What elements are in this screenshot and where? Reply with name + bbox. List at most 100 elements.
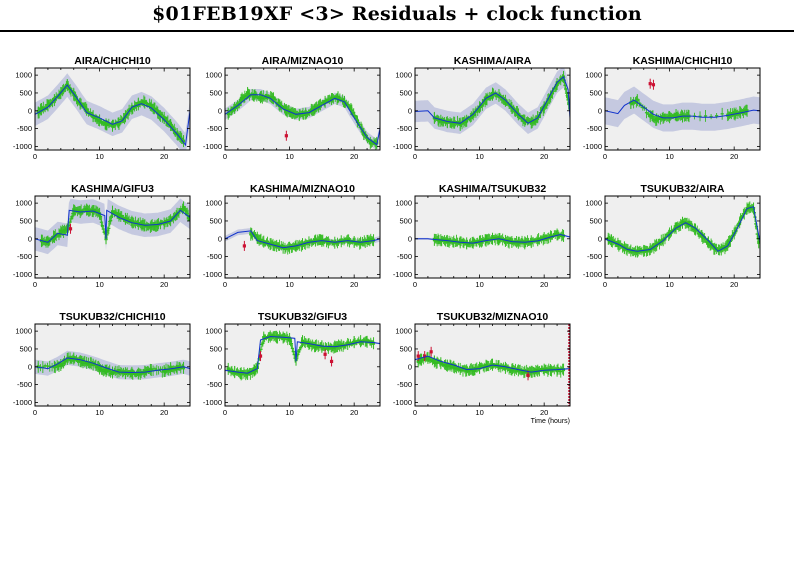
- y-tick-label: 500: [399, 344, 412, 353]
- residual-point: [123, 217, 127, 221]
- residual-point: [111, 210, 114, 214]
- y-tick-label: -1000: [583, 270, 602, 279]
- residual-point: [252, 94, 256, 98]
- clock-function-line: [415, 355, 570, 373]
- residual-point: [104, 122, 108, 126]
- residual-point: [365, 239, 369, 243]
- residual-point: [130, 220, 134, 224]
- residual-point: [249, 231, 253, 235]
- x-tick-label: 0: [33, 408, 37, 417]
- flagged-point: [651, 83, 656, 87]
- residual-point: [661, 238, 665, 242]
- residual-point: [104, 369, 108, 373]
- residual-point: [478, 105, 482, 109]
- clock-function-line: [605, 206, 760, 252]
- y-tick-label: 0: [28, 362, 32, 371]
- chart-title: AIRA/MIZNAO10: [262, 55, 344, 67]
- y-tick-label: -1000: [13, 142, 32, 151]
- y-tick-label: 500: [209, 88, 222, 97]
- clock-function-line: [225, 94, 380, 146]
- y-tick-label: -1000: [583, 142, 602, 151]
- residual-point: [271, 96, 275, 100]
- x-tick-label: 0: [603, 152, 607, 161]
- residual-point: [288, 337, 292, 341]
- residual-point: [523, 370, 527, 374]
- residual-point: [85, 208, 89, 212]
- y-tick-label: 0: [408, 362, 412, 371]
- y-tick-label: 1000: [585, 71, 602, 80]
- residual-point: [182, 205, 186, 209]
- residual-point: [706, 240, 710, 244]
- chart-panel: KASHIMA/AIRA -1000 -500 0 500 1000 0 10 20: [393, 55, 571, 161]
- residual-point: [123, 371, 127, 375]
- y-tick-label: 1000: [395, 327, 412, 336]
- residual-point: [169, 123, 173, 127]
- residual-point: [655, 118, 659, 122]
- residual-point: [562, 234, 566, 238]
- residual-point: [91, 363, 95, 367]
- residual-point: [416, 359, 420, 363]
- y-tick-label: -500: [207, 124, 222, 133]
- residual-point: [562, 368, 566, 372]
- y-tick-label: 0: [28, 234, 32, 243]
- chart-title: AIRA/CHICHI10: [74, 55, 151, 67]
- chart-panel: TSUKUB32/CHICHI10 -1000 -500 0 500 1000 0 10 20: [13, 311, 191, 417]
- flagged-point: [416, 354, 420, 358]
- flagged-point: [258, 354, 263, 358]
- residual-point: [555, 233, 559, 237]
- flagged-point: [526, 373, 530, 377]
- chart-panel: AIRA/MIZNAO10 -1000 -500 0 500 1000 0 10 20: [203, 55, 381, 161]
- residual-point: [732, 112, 736, 116]
- residual-point: [297, 113, 301, 117]
- y-tick-label: 1000: [15, 71, 32, 80]
- residual-point: [143, 101, 147, 105]
- x-tick-label: 20: [350, 152, 358, 161]
- chart-panel: KASHIMA/CHICHI10 -1000 -500 0 500 1000 0 10 20: [583, 55, 761, 161]
- residual-point: [465, 241, 469, 245]
- residual-point: [239, 371, 243, 375]
- residual-point: [262, 240, 266, 244]
- y-tick-label: 1000: [15, 327, 32, 336]
- clock-function-line: [225, 335, 380, 374]
- residual-point: [458, 367, 462, 371]
- flagged-point: [329, 359, 334, 364]
- residual-point: [85, 361, 89, 365]
- residual-point: [757, 240, 760, 244]
- x-tick-label: 10: [285, 408, 293, 417]
- residual-point: [745, 109, 749, 113]
- residual-point: [372, 341, 376, 345]
- chart-panel: KASHIMA/GIFU3 -1000 -500 0 500 1000 0 10 20: [13, 183, 191, 289]
- residual-point: [265, 95, 269, 99]
- residual-point: [478, 366, 482, 370]
- residual-point: [111, 124, 114, 128]
- y-tick-label: -1000: [13, 270, 32, 279]
- residual-point: [239, 98, 243, 102]
- y-tick-label: 1000: [205, 199, 222, 208]
- residual-point: [635, 98, 639, 102]
- chart-panel: KASHIMA/MIZNAO10 -1000 -500 0 500 1000 0 10 20: [203, 183, 381, 289]
- residual-point: [606, 237, 610, 241]
- x-tick-label: 10: [95, 152, 103, 161]
- x-tick-label: 10: [475, 280, 483, 289]
- uncertainty-band: [605, 86, 760, 132]
- residual-point: [516, 368, 520, 372]
- residual-point: [246, 372, 250, 376]
- residual-point: [117, 369, 121, 373]
- clock-function-line: [35, 84, 190, 147]
- x-tick-label: 10: [475, 408, 483, 417]
- residual-point: [555, 82, 559, 86]
- residual-point: [85, 108, 89, 112]
- residual-point: [117, 214, 121, 218]
- x-tick-label: 20: [540, 408, 548, 417]
- x-tick-label: 0: [603, 280, 607, 289]
- residual-point: [648, 114, 652, 118]
- residual-point: [259, 95, 263, 99]
- y-tick-label: 500: [19, 344, 32, 353]
- residual-point: [117, 121, 121, 125]
- x-tick-label: 10: [95, 408, 103, 417]
- flagged-point: [323, 352, 327, 356]
- chart-title: KASHIMA/AIRA: [454, 55, 532, 67]
- plot-area: [35, 68, 190, 150]
- y-tick-label: -1000: [393, 398, 412, 407]
- y-tick-label: 500: [19, 216, 32, 225]
